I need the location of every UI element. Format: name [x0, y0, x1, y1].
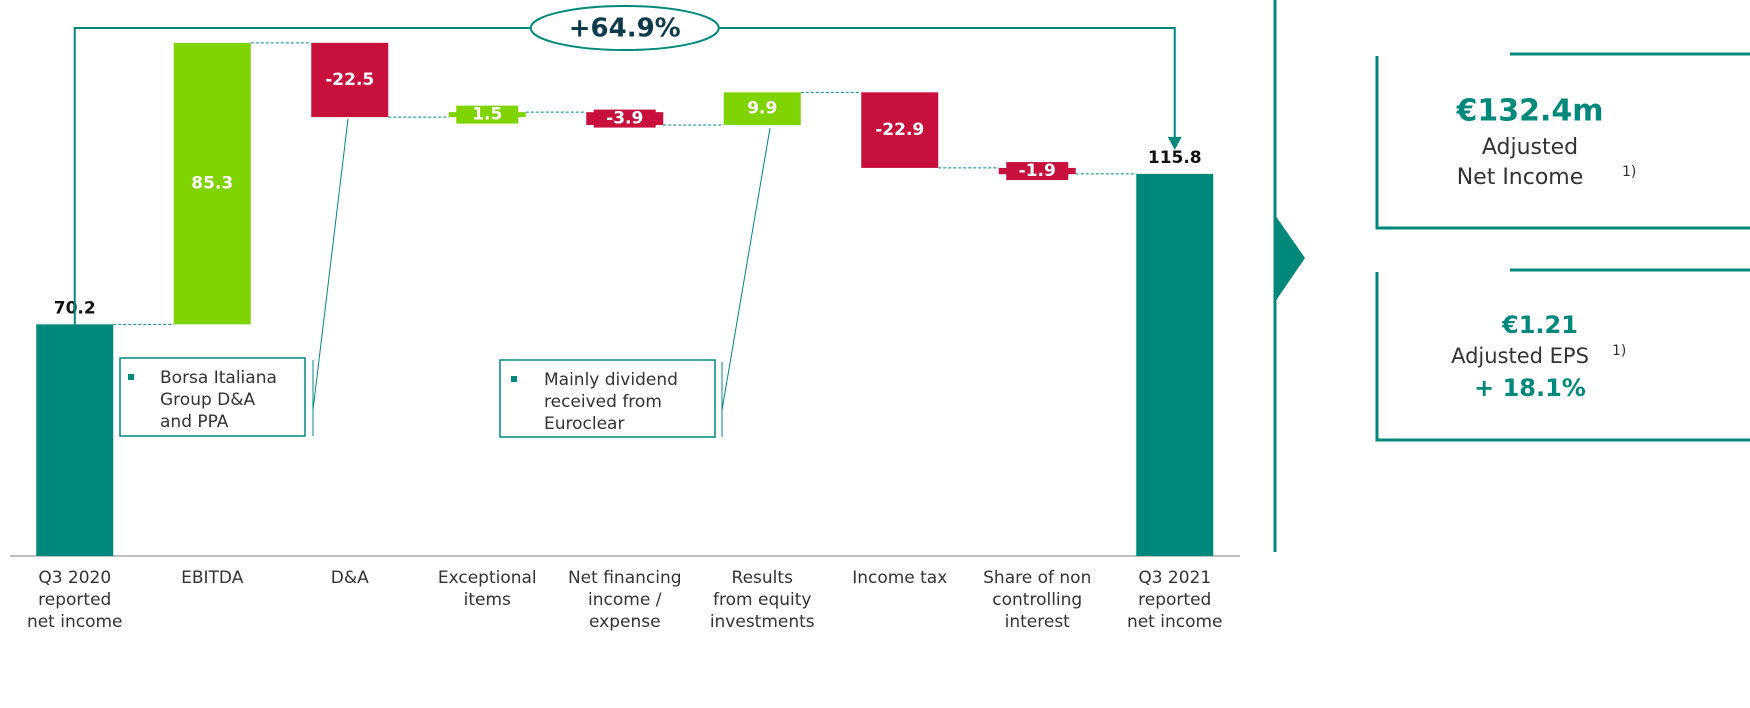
bar [173, 42, 251, 325]
note-text: and PPA [160, 412, 229, 432]
annotation: +64.9% [569, 14, 681, 44]
note-box [119, 357, 306, 437]
note-text: Mainly dividend [544, 370, 678, 390]
bar [36, 324, 114, 556]
bar [1136, 173, 1214, 557]
side-text: Adjusted EPS [1451, 344, 1589, 368]
x-tick-label: reported [38, 590, 111, 610]
bar [723, 92, 801, 126]
footnote: 1) [1612, 343, 1626, 359]
bullet [128, 374, 134, 380]
x-tick-label: EBITDA [181, 568, 244, 588]
value-label: 85.3 [191, 174, 233, 194]
x-tick-label: Q3 2021 [1138, 568, 1211, 588]
x-tick-label: interest [1005, 612, 1071, 632]
bracket-arrow [1167, 136, 1182, 150]
side-panel: €132.4m Adjusted Net Income 1) €1.21 Adj… [1451, 94, 1636, 403]
note-line [312, 118, 349, 411]
x-tick-label: items [464, 590, 511, 610]
x-tick-label: Net financing [568, 568, 682, 588]
x-tick-label: Income tax [852, 568, 947, 588]
note-text: Borsa Italiana [160, 368, 277, 388]
bar [861, 92, 939, 168]
label-box [593, 109, 656, 128]
divider-arrow [1275, 215, 1305, 302]
footnote: 1) [1622, 164, 1636, 180]
value-label: -3.9 [606, 109, 643, 129]
x-tick-label: Exceptional [438, 568, 537, 588]
x-tick-label: investments [710, 612, 815, 632]
value-label: 115.8 [1148, 148, 1202, 168]
value-label: -1.9 [1019, 161, 1056, 181]
bullet [511, 376, 517, 382]
x-tick-label: D&A [331, 568, 369, 588]
side-text: Net Income [1457, 165, 1584, 190]
side-headline: €1.21 [1501, 311, 1578, 339]
note-text: received from [544, 392, 662, 412]
side-text: Adjusted [1482, 135, 1578, 160]
x-tick-label: net income [27, 612, 123, 632]
value-label: -22.5 [325, 70, 374, 90]
x-tick-label: from equity [713, 590, 811, 610]
value-label: 9.9 [747, 99, 777, 119]
x-tick-label: Results [732, 568, 794, 588]
x-tick-label: Share of non [983, 568, 1091, 588]
label-box [1006, 162, 1069, 181]
x-tick-label: net income [1127, 612, 1223, 632]
value-label: -22.9 [875, 120, 924, 140]
bar [311, 42, 389, 118]
label-box [456, 105, 519, 124]
note-text: Group D&A [160, 390, 256, 410]
note-box [499, 359, 716, 438]
side-box-frame [1375, 268, 1750, 442]
side-change: + 18.1% [1474, 374, 1586, 402]
annotation-oval [529, 5, 720, 51]
value-label: 1.5 [472, 105, 502, 125]
side-box-frame [1375, 52, 1750, 230]
note-line [721, 127, 771, 411]
x-tick-label: expense [589, 612, 661, 632]
side-headline: €132.4m [1455, 94, 1603, 129]
x-tick-label: income / [588, 590, 662, 610]
note-text: Euroclear [544, 414, 624, 434]
x-tick-label: controlling [992, 590, 1082, 610]
x-tick-label: Q3 2020 [38, 568, 111, 588]
x-tick-label: reported [1138, 590, 1211, 610]
